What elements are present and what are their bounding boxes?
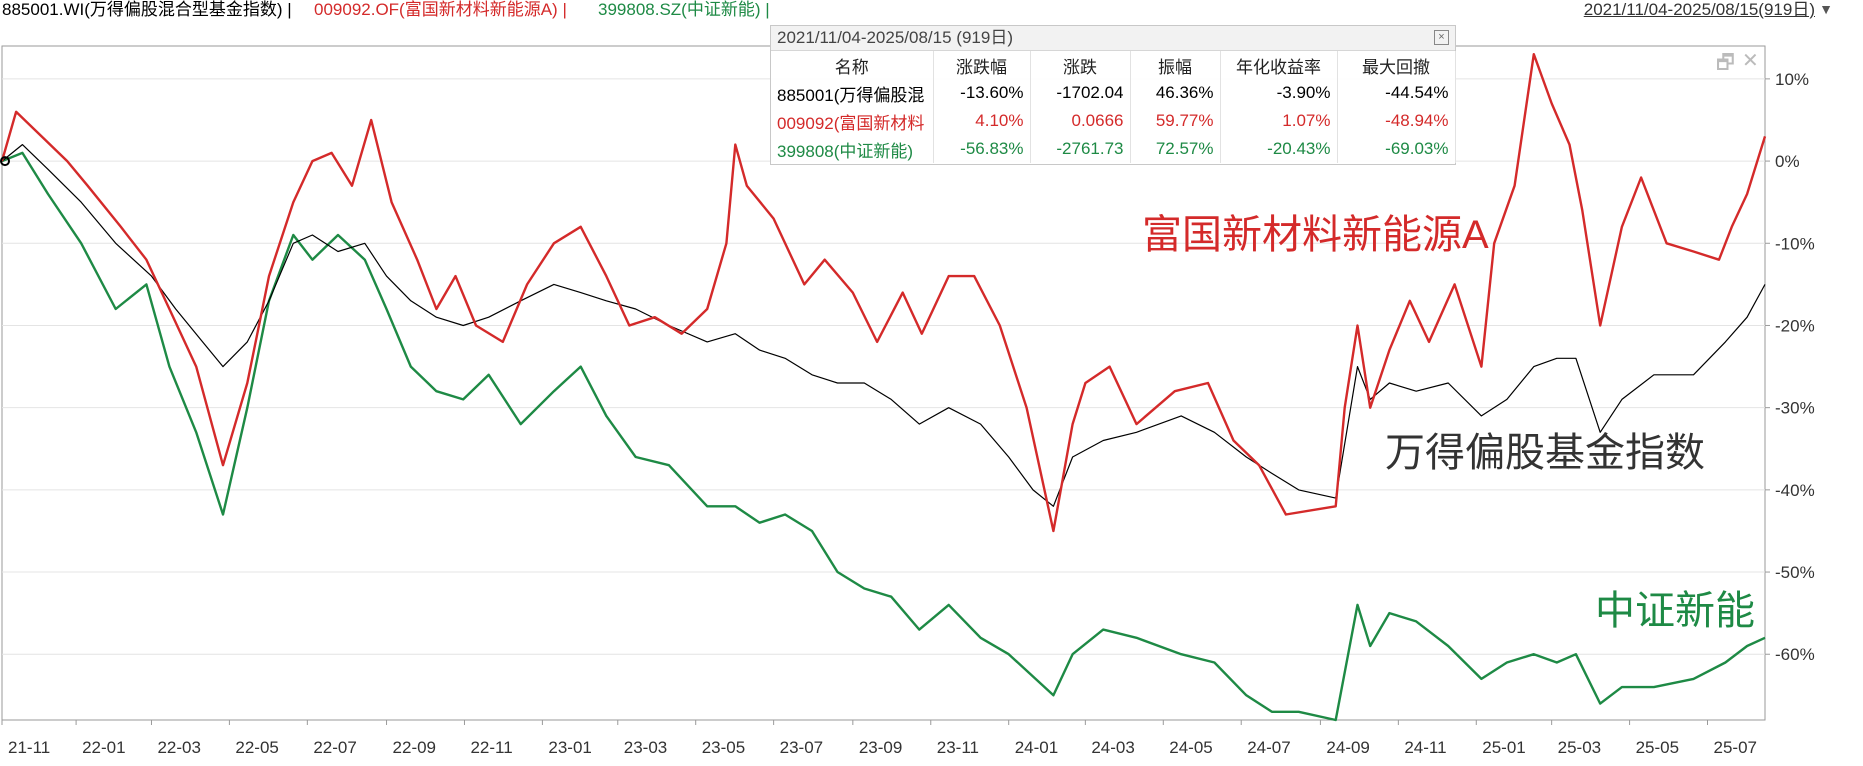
- x-tick-label: 22-07: [313, 738, 356, 757]
- series-annotation: 万得偏股基金指数: [1385, 431, 1705, 475]
- series-line-2[interactable]: [0, 53, 1767, 533]
- x-tick-label: 24-01: [1015, 738, 1058, 757]
- x-tick-label: 22-01: [82, 738, 125, 757]
- stats-cell: 46.36%: [1130, 79, 1221, 107]
- stats-column-header[interactable]: 名称: [771, 51, 934, 79]
- date-range-selector[interactable]: 2021/11/04-2025/08/15(919日): [1583, 0, 1815, 19]
- close-chart-icon[interactable]: ✕: [1742, 50, 1759, 72]
- close-panel-icon[interactable]: ×: [1434, 30, 1449, 45]
- stats-cell: -56.83%: [933, 135, 1031, 163]
- stats-cell: -13.60%: [933, 79, 1031, 107]
- stats-cell: 399808(中证新能): [771, 135, 934, 163]
- x-tick-label: 24-05: [1169, 738, 1212, 757]
- y-tick-label: -30%: [1775, 399, 1815, 418]
- header-series-3[interactable]: 399808.SZ(中证新能) |: [598, 0, 770, 19]
- start-marker: [0, 156, 10, 167]
- y-tick-label: -60%: [1775, 645, 1815, 664]
- series-line-3[interactable]: [1, 151, 1766, 722]
- chart-header: 885001.WI(万得偏股混合型基金指数) | 009092.OF(富国新材料新…: [0, 0, 1863, 24]
- restore-window-icon[interactable]: 🗗: [1716, 52, 1735, 74]
- x-tick-label: 24-07: [1247, 738, 1290, 757]
- stats-row[interactable]: 399808(中证新能) -56.83% -2761.73 72.57% -20.43%…: [771, 135, 1456, 163]
- stats-title: 2021/11/04-2025/08/15 (919日): [777, 28, 1013, 47]
- stats-cell: 72.57%: [1130, 135, 1221, 163]
- stats-column-header[interactable]: 涨跌: [1030, 51, 1131, 79]
- stats-cell: 1.07%: [1220, 107, 1338, 135]
- stats-cell: -20.43%: [1220, 135, 1338, 163]
- x-tick-label: 22-03: [157, 738, 200, 757]
- x-tick-label: 23-07: [780, 738, 823, 757]
- stats-cell: 009092(富国新材料: [771, 107, 934, 135]
- stats-table: 名称 涨跌幅 涨跌 振幅 年化收益率 最大回撤 885001(万得偏股混 -13.60% -1…: [771, 51, 1456, 163]
- stats-panel: 2021/11/04-2025/08/15 (919日) × 名称 涨跌幅 涨跌 振幅…: [770, 25, 1456, 165]
- header-series-2[interactable]: 009092.OF(富国新材料新能源A) |: [314, 0, 567, 19]
- x-tick-label: 23-11: [937, 738, 979, 757]
- x-tick-label: 24-09: [1326, 738, 1369, 757]
- x-tick-label: 23-01: [548, 738, 591, 757]
- stats-cell: 0.0666: [1030, 107, 1131, 135]
- x-tick-label: 22-05: [235, 738, 278, 757]
- dropdown-arrow-icon[interactable]: ▼: [1819, 1, 1833, 17]
- series-annotation: 中证新能: [1595, 589, 1755, 633]
- x-tick-label: 25-01: [1482, 738, 1525, 757]
- stats-cell: 4.10%: [933, 107, 1031, 135]
- x-tick-label: 22-09: [393, 738, 436, 757]
- y-tick-label: -20%: [1775, 316, 1815, 335]
- stats-cell: -2761.73: [1030, 135, 1131, 163]
- stats-cell: -1702.04: [1030, 79, 1131, 107]
- x-tick-label: 25-05: [1636, 738, 1679, 757]
- y-tick-label: 10%: [1775, 70, 1809, 89]
- stats-cell: 59.77%: [1130, 107, 1221, 135]
- x-tick-label: 24-11: [1404, 738, 1446, 757]
- x-tick-label: 25-03: [1558, 738, 1601, 757]
- series-line-1[interactable]: [1, 144, 1766, 507]
- x-tick-label: 21-11: [8, 738, 50, 757]
- y-tick-label: -50%: [1775, 563, 1815, 582]
- stats-column-header[interactable]: 最大回撤: [1337, 51, 1456, 79]
- stats-column-header[interactable]: 振幅: [1130, 51, 1221, 79]
- stats-cell: -69.03%: [1337, 135, 1456, 163]
- x-tick-label: 23-09: [859, 738, 902, 757]
- stats-cell: -44.54%: [1337, 79, 1456, 107]
- y-tick-label: -40%: [1775, 481, 1815, 500]
- stats-header-row: 名称 涨跌幅 涨跌 振幅 年化收益率 最大回撤: [771, 51, 1456, 79]
- y-tick-label: -10%: [1775, 234, 1815, 253]
- stats-cell: -48.94%: [1337, 107, 1456, 135]
- stats-row[interactable]: 885001(万得偏股混 -13.60% -1702.04 46.36% -3.90% -…: [771, 79, 1456, 107]
- x-tick-label: 23-05: [702, 738, 745, 757]
- x-tick-label: 22-11: [470, 738, 512, 757]
- x-tick-label: 24-03: [1091, 738, 1134, 757]
- stats-cell: -3.90%: [1220, 79, 1338, 107]
- header-series-1[interactable]: 885001.WI(万得偏股混合型基金指数) |: [2, 0, 292, 19]
- stats-panel-header: 2021/11/04-2025/08/15 (919日) ×: [771, 26, 1455, 51]
- stats-row[interactable]: 009092(富国新材料 4.10% 0.0666 59.77% 1.07% -48.94…: [771, 107, 1456, 135]
- x-tick-label: 23-03: [624, 738, 667, 757]
- y-tick-label: 0%: [1775, 152, 1800, 171]
- stats-column-header[interactable]: 年化收益率: [1220, 51, 1338, 79]
- stats-cell: 885001(万得偏股混: [771, 79, 934, 107]
- x-tick-label: 25-07: [1714, 738, 1757, 757]
- series-annotation: 富国新材料新能源A: [1142, 213, 1489, 257]
- stats-column-header[interactable]: 涨跌幅: [933, 51, 1031, 79]
